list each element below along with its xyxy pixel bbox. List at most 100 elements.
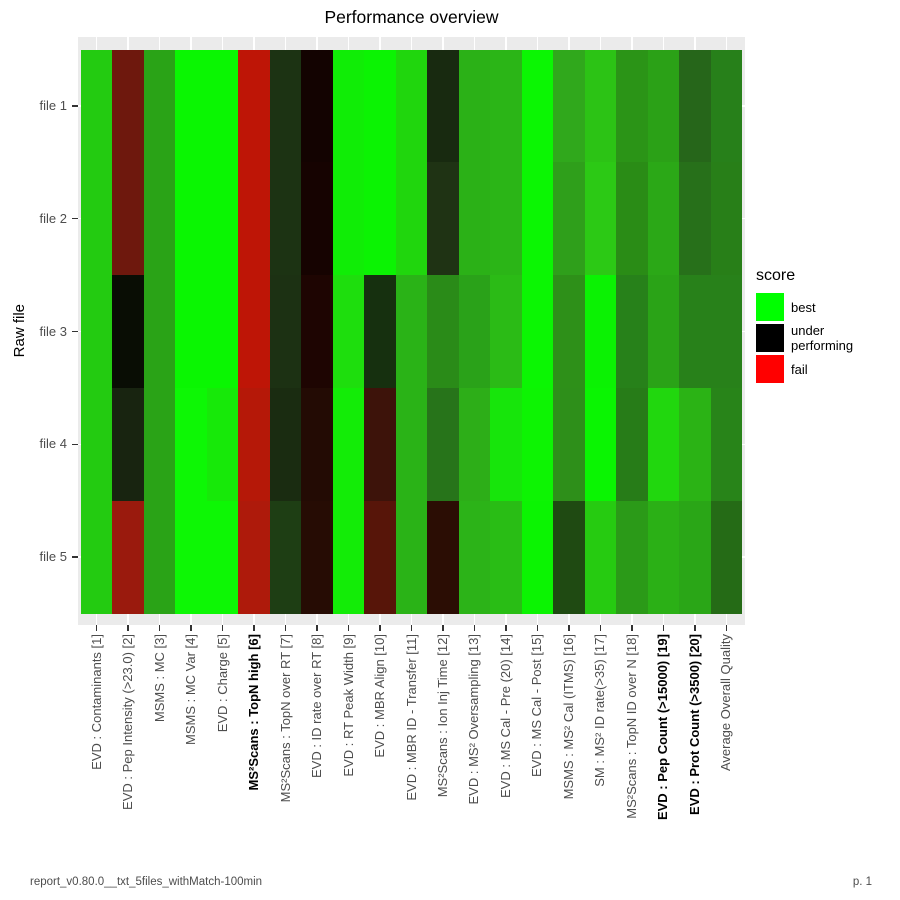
x-axis-label: MS²Scans : TopN over RT [7] bbox=[277, 634, 293, 803]
y-axis-label: file 5 bbox=[39, 549, 67, 565]
heatmap-cell bbox=[301, 49, 334, 163]
heatmap-cell bbox=[143, 387, 176, 501]
x-axis-tick bbox=[473, 625, 476, 631]
x-axis-label-container: EVD : Prot Count (>3500) [20] bbox=[684, 634, 706, 869]
x-axis-tick bbox=[284, 625, 287, 631]
heatmap-cell bbox=[584, 162, 617, 276]
heatmap-cell bbox=[710, 500, 743, 614]
x-axis-label-container: MS²Scans : TopN over RT [7] bbox=[275, 634, 297, 869]
report-footer: report_v0.80.0__txt_5files_withMatch-100… bbox=[30, 876, 263, 888]
x-axis-tick bbox=[410, 625, 413, 631]
x-axis-label: EVD : Pep Count (>15000) [19] bbox=[655, 634, 671, 821]
heatmap-cell bbox=[521, 162, 554, 276]
x-axis-label-container: MSMS : MS² Cal (ITMS) [16] bbox=[558, 634, 580, 869]
x-axis-tick bbox=[568, 625, 570, 631]
heatmap-cell bbox=[490, 500, 522, 614]
y-axis-label: file 4 bbox=[39, 436, 67, 452]
x-axis-label-container: EVD : MS Cal - Post [15] bbox=[526, 634, 548, 869]
x-axis-tick bbox=[662, 625, 665, 631]
heatmap-cell bbox=[395, 162, 428, 276]
x-axis-tick bbox=[725, 625, 727, 631]
x-axis-label-container: EVD : MBR ID - Transfer [11] bbox=[401, 634, 423, 869]
heatmap-cell bbox=[553, 49, 585, 163]
heatmap-cell bbox=[647, 49, 680, 163]
heatmap-cell bbox=[81, 387, 113, 501]
x-axis-tick bbox=[505, 625, 507, 631]
heatmap-cell bbox=[395, 500, 428, 614]
x-axis-label-container: MSMS : MC Var [4] bbox=[180, 634, 202, 869]
heatmap-cell bbox=[112, 387, 145, 501]
heatmap-cell bbox=[112, 275, 145, 389]
x-axis-label: Average Overall Quality bbox=[718, 634, 734, 772]
x-axis-label-container: EVD : Contaminants [1] bbox=[86, 634, 108, 869]
heatmap-cell bbox=[710, 162, 743, 276]
heatmap-cell bbox=[710, 49, 743, 163]
legend-item-label: best bbox=[791, 299, 816, 315]
heatmap-cell bbox=[521, 275, 554, 389]
heatmap-cell bbox=[238, 49, 271, 163]
heatmap-cell bbox=[584, 500, 617, 614]
x-axis-tick bbox=[694, 625, 696, 631]
x-axis-label: EVD : MBR Align [10] bbox=[372, 634, 388, 758]
heatmap-cell bbox=[458, 49, 491, 163]
x-axis-tick bbox=[221, 625, 224, 631]
heatmap-cell bbox=[269, 500, 302, 614]
heatmap-cell bbox=[206, 49, 239, 163]
heatmap-cell bbox=[679, 500, 711, 614]
x-axis-label: MSMS : MC [3] bbox=[151, 634, 167, 723]
heatmap-cell bbox=[521, 49, 554, 163]
heatmap-cell bbox=[395, 275, 428, 389]
heatmap-cell bbox=[647, 500, 680, 614]
heatmap-cell bbox=[458, 500, 491, 614]
heatmap-cell bbox=[679, 275, 711, 389]
y-axis-label: file 3 bbox=[39, 323, 67, 339]
x-axis-label: EVD : Prot Count (>3500) [20] bbox=[686, 634, 702, 815]
heatmap-cell bbox=[206, 275, 239, 389]
heatmap-cell bbox=[710, 387, 743, 501]
x-axis-tick bbox=[442, 625, 444, 631]
heatmap-cell bbox=[616, 162, 648, 276]
x-axis-label-container: EVD : Charge [5] bbox=[212, 634, 234, 869]
heatmap-cell bbox=[175, 49, 208, 163]
x-axis-label-container: Average Overall Quality bbox=[715, 634, 737, 869]
heatmap-cell bbox=[112, 49, 145, 163]
x-axis-label: MSMS : MS² Cal (ITMS) [16] bbox=[560, 634, 576, 800]
heatmap-cell bbox=[175, 387, 208, 501]
y-axis-tick bbox=[72, 105, 78, 107]
legend-title: score bbox=[756, 267, 796, 284]
heatmap-cell bbox=[364, 500, 397, 614]
legend-swatch bbox=[756, 355, 784, 383]
heatmap-cell bbox=[521, 387, 554, 501]
x-axis-tick bbox=[95, 625, 98, 631]
heatmap-cell bbox=[364, 49, 397, 163]
x-axis-label-container: MS²Scans : TopN high [6] bbox=[243, 634, 265, 869]
heatmap-cell bbox=[584, 49, 617, 163]
x-axis-label: EVD : MBR ID - Transfer [11] bbox=[403, 634, 419, 801]
heatmap-cell bbox=[301, 500, 334, 614]
x-axis-tick bbox=[190, 625, 192, 631]
x-axis-label-container: SM : MS² ID rate(>35) [17] bbox=[589, 634, 611, 869]
heatmap-cell bbox=[364, 387, 397, 501]
heatmap-cell bbox=[490, 162, 522, 276]
heatmap-cell bbox=[206, 500, 239, 614]
x-axis-tick bbox=[599, 625, 602, 631]
heatmap-cell bbox=[269, 275, 302, 389]
x-axis-label-container: MS²Scans : TopN ID over N [18] bbox=[621, 634, 643, 869]
y-axis-tick bbox=[72, 330, 78, 333]
heatmap-cell bbox=[679, 49, 711, 163]
heatmap-cell bbox=[269, 162, 302, 276]
heatmap-cell bbox=[616, 500, 648, 614]
heatmap-cell bbox=[490, 387, 522, 501]
heatmap-cell bbox=[143, 275, 176, 389]
heatmap-cell bbox=[364, 275, 397, 389]
x-axis-label-container: MS²Scans : Ion Inj Time [12] bbox=[432, 634, 454, 869]
heatmap-cell bbox=[616, 49, 648, 163]
legend-swatch bbox=[756, 293, 784, 321]
heatmap-cell bbox=[584, 275, 617, 389]
heatmap-cell bbox=[301, 162, 334, 276]
x-axis-label-container: EVD : Pep Intensity (>23.0) [2] bbox=[117, 634, 139, 869]
x-axis-label-container: MSMS : MC [3] bbox=[149, 634, 171, 869]
x-axis-label: EVD : Charge [5] bbox=[214, 634, 230, 733]
x-axis-tick bbox=[631, 625, 633, 631]
